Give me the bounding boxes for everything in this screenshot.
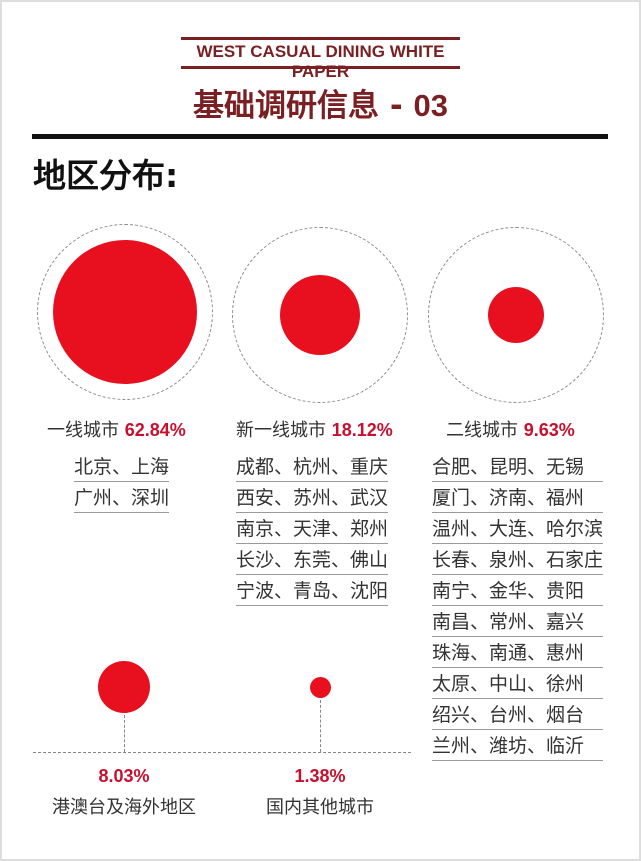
tier2-city-list: 成都、杭州、重庆 西安、苏州、武汉 南京、天津、郑州 长沙、东莞、佛山 宁波、青…: [236, 452, 389, 607]
tier3-city-list: 合肥、昆明、无锡 厦门、济南、福州 温州、大连、哈尔滨 长春、泉州、石家庄 南宁…: [432, 452, 604, 762]
city-row: 长沙、东莞、佛山: [236, 545, 389, 575]
header-title: WEST CASUAL DINING WHITE PAPER: [196, 42, 445, 81]
overseas-connector: [124, 715, 125, 752]
overseas-circle: [98, 661, 150, 713]
tier2-percent: 18.12%: [331, 420, 393, 440]
city-row: 厦门、济南、福州: [432, 483, 604, 513]
tier1-percent: 62.84%: [124, 420, 186, 440]
section-title: 地区分布:: [33, 156, 179, 195]
city-row: 成都、杭州、重庆: [236, 452, 389, 482]
tier1-name: 一线城市: [47, 420, 119, 441]
other-cities-percent: 1.38%: [294, 766, 346, 786]
header-bottom-rule: [181, 66, 460, 69]
tier3-ring: [428, 227, 604, 403]
subtitle-text: 基础调研信息 -: [193, 88, 414, 124]
tier1-circle: [53, 240, 197, 384]
page-subtitle: 基础调研信息 - 03: [0, 80, 641, 125]
city-row: 宁波、青岛、沈阳: [236, 576, 389, 606]
tier2-name: 新一线城市: [236, 420, 326, 441]
overseas-name: 港澳台及海外地区: [52, 797, 196, 818]
tier2-ring: [232, 227, 408, 403]
city-row: 太原、中山、徐州: [432, 669, 604, 699]
overseas-percent: 8.03%: [98, 766, 150, 786]
tier3-percent: 9.63%: [523, 420, 575, 440]
tier3-name: 二线城市: [446, 420, 518, 441]
tier2-label: 新一线城市 18.12%: [236, 416, 393, 442]
section-divider: [32, 134, 608, 139]
city-row: 温州、大连、哈尔滨: [432, 514, 604, 544]
city-row: 西安、苏州、武汉: [236, 483, 389, 513]
tier1-ring: [37, 224, 213, 400]
other-cities-name: 国内其他城市: [266, 797, 374, 818]
baseline-dashed: [33, 752, 411, 753]
tier1-city-list: 北京、上海 广州、深圳: [74, 452, 170, 514]
other-cities-connector: [320, 700, 321, 752]
city-row: 长春、泉州、石家庄: [432, 545, 604, 575]
other-cities-circle: [310, 677, 331, 698]
city-row: 合肥、昆明、无锡: [432, 452, 604, 482]
city-row: 兰州、潍坊、临沂: [432, 731, 604, 761]
header-top-rule: [181, 37, 460, 40]
tier1-label: 一线城市 62.84%: [47, 416, 186, 442]
city-row: 广州、深圳: [74, 483, 170, 513]
city-row: 北京、上海: [74, 452, 170, 482]
city-row: 南昌、常州、嘉兴: [432, 607, 604, 637]
city-row: 珠海、南通、惠州: [432, 638, 604, 668]
subtitle-number: 03: [413, 88, 448, 123]
tier3-label: 二线城市 9.63%: [446, 416, 575, 442]
tier3-circle: [488, 287, 544, 343]
city-row: 南京、天津、郑州: [236, 514, 389, 544]
tier2-circle: [280, 275, 360, 355]
city-row: 绍兴、台州、烟台: [432, 700, 604, 730]
city-row: 南宁、金华、贵阳: [432, 576, 604, 606]
